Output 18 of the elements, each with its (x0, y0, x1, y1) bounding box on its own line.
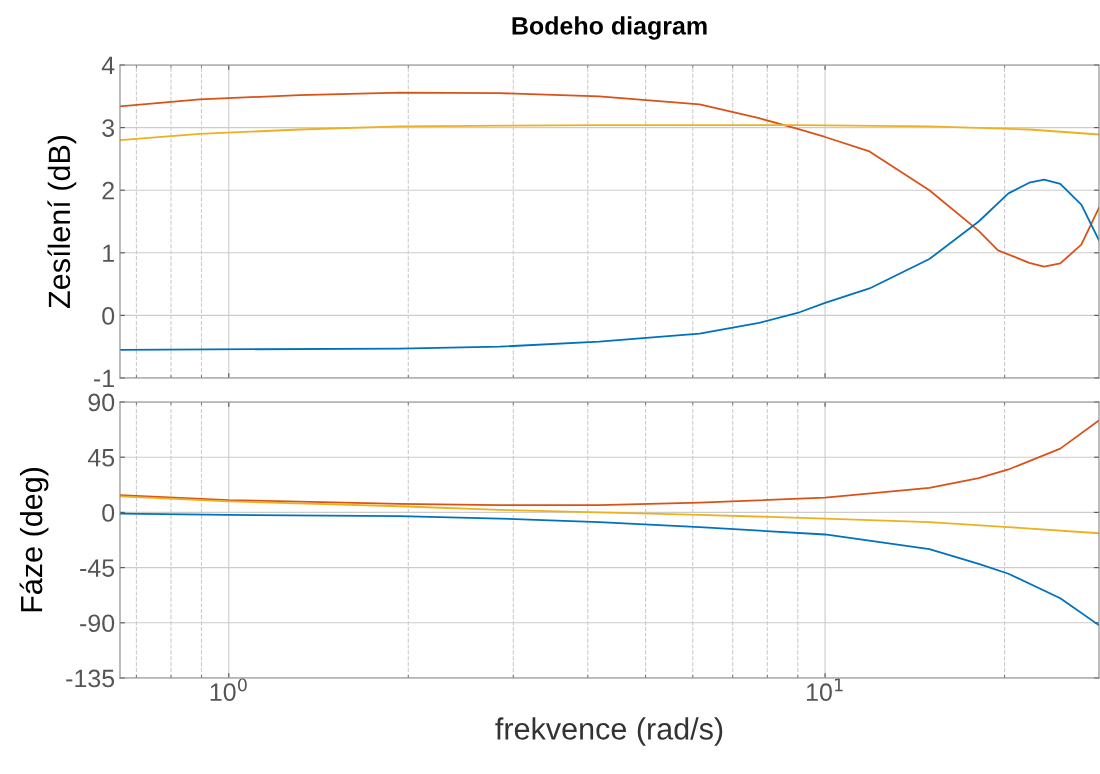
y-axis-title: Fáze (deg) (19, 468, 49, 612)
y-tick-label: -135 (66, 669, 115, 688)
y-tick-label: 4 (101, 56, 115, 75)
y-axis-title: Zesílení (dB) (47, 135, 77, 308)
y-tick-label: 45 (87, 449, 115, 467)
y-tick-label: -45 (80, 559, 115, 577)
y-tick-label: -1 (94, 369, 114, 388)
y-tick-label: 90 (88, 393, 115, 412)
y-tick-label: -90 (80, 614, 115, 633)
y-tick-label: 3 (102, 119, 115, 137)
y-tick-label: 2 (102, 181, 114, 200)
x-tick-label: 10$^{1}$ (806, 678, 843, 702)
y-tick-label: 0 (102, 504, 115, 522)
y-tick-label: 0 (102, 307, 115, 325)
y-tick-label: 1 (103, 244, 114, 262)
chart-title: Bodeho diagram (512, 16, 707, 40)
x-tick-label: 10$^{0}$ (210, 678, 247, 702)
x-axis-title: frekvence (rad/s) (495, 717, 723, 746)
